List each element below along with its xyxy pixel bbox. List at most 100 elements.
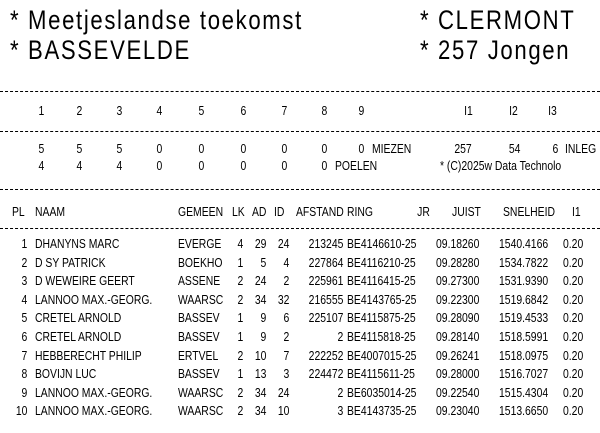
table-cell: 6 — [283, 310, 289, 326]
table-cell: 09.28000 — [436, 366, 480, 382]
summary-value: 5 — [38, 141, 44, 156]
table-cell: 2 — [21, 254, 27, 270]
separator — [0, 228, 600, 229]
table-cell: 3 — [21, 273, 27, 289]
summary-right: * (C)2025w Data Technolo — [440, 158, 562, 173]
summary-right: INLEG — [565, 141, 597, 156]
separator — [0, 91, 600, 92]
table-cell: 2 — [283, 273, 289, 289]
header-left: * BASSEVELDE — [10, 35, 191, 65]
table-cell: 09.27300 — [436, 273, 480, 289]
table-cell: 1 — [237, 254, 243, 270]
summary-column: 6 — [240, 103, 246, 118]
table-cell: 09.18260 — [436, 236, 480, 251]
table-cell: 10 — [254, 347, 266, 363]
table-cell: BE4146610-25 — [347, 236, 417, 251]
table-cell: 8 — [21, 366, 27, 382]
summary-value: 5 — [116, 141, 122, 156]
table-cell: 2 — [237, 347, 243, 363]
table-cell: 1 — [21, 236, 27, 251]
table-cell: BE4143765-25 — [347, 291, 417, 307]
table-cell: DHANYNS MARC — [35, 236, 120, 251]
table-cell: 2 — [337, 329, 343, 344]
summary-column: I3 — [548, 103, 557, 118]
table-cell: 0.20 — [563, 403, 584, 419]
table-cell: 0.20 — [563, 254, 584, 270]
table-cell: 2 — [283, 329, 289, 344]
column-header: LK — [232, 204, 245, 219]
summary-label: POELEN — [335, 158, 378, 173]
summary-value: 0 — [198, 141, 204, 156]
table-cell: 1 — [237, 310, 243, 326]
summary-value: 0 — [156, 141, 162, 156]
table-cell: ASSENE — [178, 273, 221, 289]
table-cell: 09.23040 — [436, 403, 480, 419]
column-header: AFSTAND — [296, 204, 344, 219]
summary-column: 7 — [281, 103, 287, 118]
summary-right: 54 — [508, 141, 520, 156]
summary-column: 2 — [76, 103, 82, 118]
summary-value: 0 — [281, 158, 287, 173]
table-cell: 3 — [283, 366, 289, 382]
table-cell: LANNOO MAX.-GEORG. — [35, 384, 153, 400]
summary-value: 0 — [198, 158, 204, 173]
table-cell: BE4007015-25 — [347, 347, 417, 363]
table-cell: 7 — [283, 347, 289, 363]
table-cell: LANNOO MAX.-GEORG. — [35, 291, 153, 307]
table-cell: 09.22540 — [436, 384, 480, 400]
table-cell: 227864 — [308, 254, 343, 270]
column-header: I1 — [572, 204, 581, 219]
summary-column: 9 — [358, 103, 364, 118]
column-header: JUIST — [452, 204, 481, 219]
table-cell: 5 — [260, 254, 266, 270]
table-cell: BOEKHO — [178, 254, 223, 270]
table-cell: BASSEV — [178, 329, 220, 344]
table-cell: 10 — [277, 403, 289, 419]
table-cell: BASSEV — [178, 310, 220, 326]
table-cell: 29 — [254, 236, 266, 251]
summary-value: 4 — [76, 158, 82, 173]
table-cell: 24 — [277, 384, 289, 400]
table-cell: 09.28280 — [436, 254, 480, 270]
column-header: PL — [12, 204, 25, 219]
table-cell: 2 — [237, 291, 243, 307]
summary-value: 0 — [156, 158, 162, 173]
table-cell: BE4116415-25 — [347, 273, 416, 289]
summary-value: 0 — [240, 141, 246, 156]
summary-column: I2 — [509, 103, 518, 118]
table-cell: 216555 — [308, 291, 343, 307]
table-cell: 224472 — [308, 366, 343, 382]
table-cell: 0.20 — [563, 347, 584, 363]
table-cell: 1531.9390 — [499, 273, 549, 289]
table-cell: 1540.4166 — [499, 236, 549, 251]
summary-column: 5 — [198, 103, 204, 118]
header-left: * Meetjeslandse toekomst — [10, 5, 303, 35]
table-cell: 0.20 — [563, 310, 584, 326]
table-cell: 2 — [237, 403, 243, 419]
table-cell: 1515.4304 — [499, 384, 549, 400]
summary-value: 5 — [76, 141, 82, 156]
table-cell: 1518.0975 — [499, 347, 549, 363]
table-cell: 1 — [237, 366, 243, 382]
summary-column: 3 — [116, 103, 122, 118]
summary-right: 257 — [454, 141, 472, 156]
table-cell: 213245 — [308, 236, 343, 251]
table-cell: 2 — [337, 384, 343, 400]
table-cell: 1519.4533 — [499, 310, 549, 326]
summary-value: 4 — [38, 158, 44, 173]
table-cell: 0.20 — [563, 291, 584, 307]
table-cell: 34 — [254, 403, 266, 419]
summary-column: 1 — [38, 103, 44, 118]
table-cell: 2 — [237, 273, 243, 289]
table-cell: 2 — [237, 384, 243, 400]
column-header: ID — [274, 204, 285, 219]
table-cell: 9 — [21, 384, 27, 400]
summary-value: 0 — [281, 141, 287, 156]
table-cell: BASSEV — [178, 366, 220, 382]
header-right: * 257 Jongen — [420, 35, 571, 65]
table-cell: 3 — [337, 403, 343, 419]
table-cell: 1 — [237, 329, 243, 344]
table-cell: 0.20 — [563, 384, 584, 400]
column-header: GEMEEN — [178, 204, 224, 219]
table-cell: 9 — [260, 329, 266, 344]
